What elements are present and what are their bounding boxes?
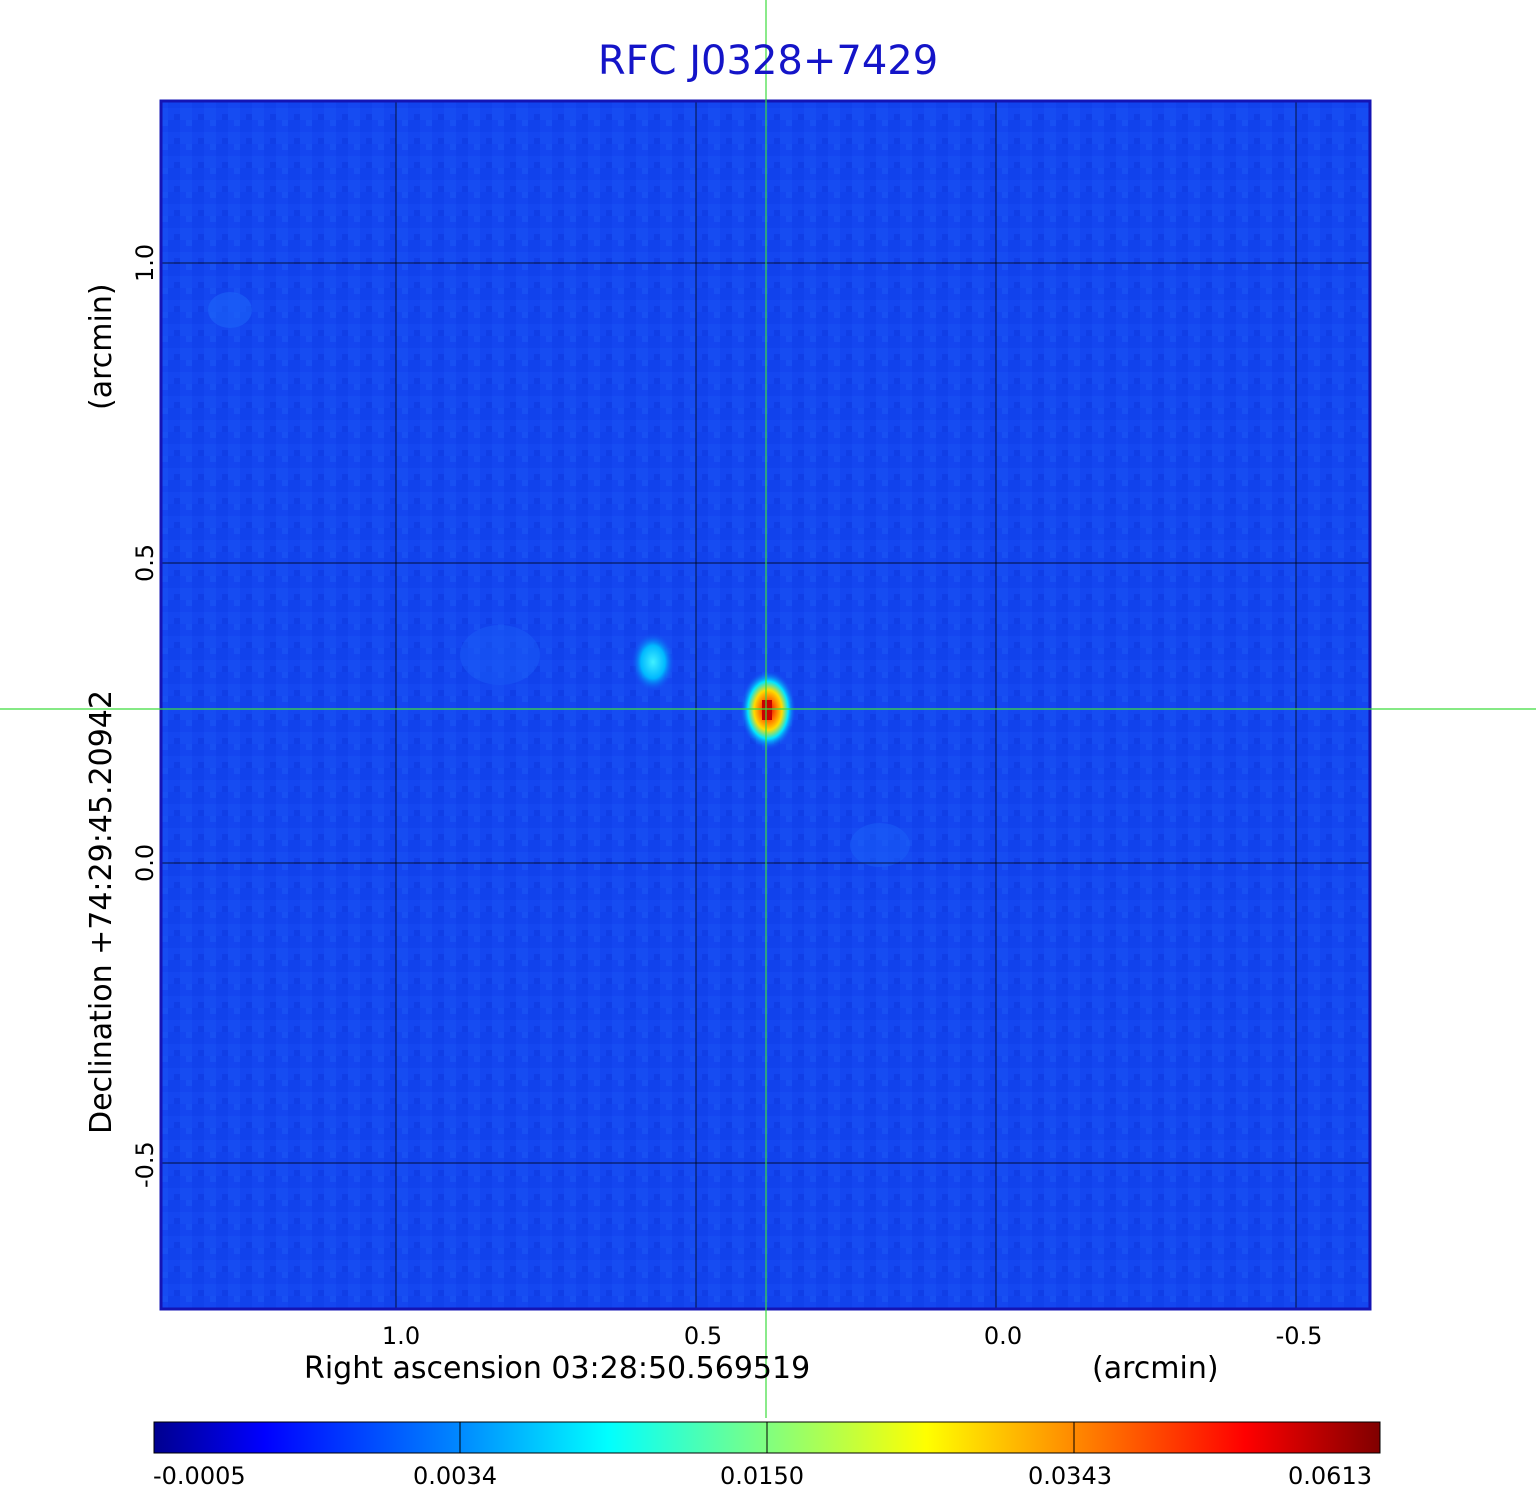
colorbar-tick-label: 0.0034: [413, 1462, 497, 1490]
colorbar-ticks: [459, 1422, 1075, 1453]
faint-feature: [208, 292, 252, 328]
x-tick-label: 0.0: [983, 1322, 1023, 1350]
y-axis-label: Declination +74:29:45.20942: [84, 690, 119, 1134]
colorbar-tick-label: 0.0343: [1028, 1462, 1112, 1490]
colorbar-tick-label: 0.0150: [720, 1462, 804, 1490]
colorbar-tick-label: 0.0613: [1288, 1462, 1372, 1490]
faint-feature: [460, 625, 540, 685]
y-tick-label: 0.5: [131, 543, 159, 582]
y-tick-label: -0.5: [131, 1141, 159, 1188]
y-tick-label: 0.0: [131, 843, 159, 882]
main-source-peak: [762, 700, 772, 720]
plot-title: RFC J0328+7429: [597, 38, 939, 84]
y-axis-unit: (arcmin): [84, 283, 119, 410]
x-tick-label: -0.5: [1275, 1322, 1323, 1350]
x-tick-label: 0.5: [683, 1322, 723, 1350]
x-axis-unit: (arcmin): [1092, 1351, 1219, 1386]
colorbar-tick-label: -0.0005: [153, 1462, 246, 1490]
x-axis-label: Right ascension 03:28:50.569519: [304, 1351, 811, 1386]
secondary-source: [631, 632, 675, 692]
crosshair: [0, 0, 1536, 1418]
faint-feature: [850, 823, 910, 867]
y-tick-label: 1.0: [131, 243, 159, 282]
x-tick-label: 1.0: [381, 1322, 421, 1350]
